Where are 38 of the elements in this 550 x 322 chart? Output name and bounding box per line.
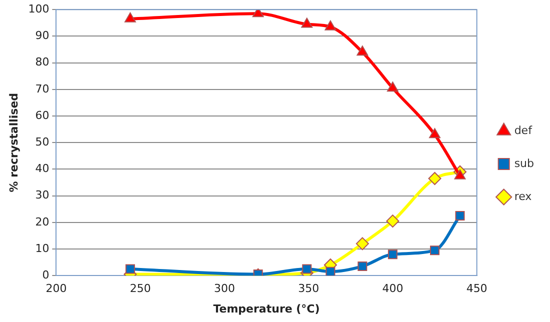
legend-label: sub (514, 156, 534, 170)
y-tick-label: 100 (28, 2, 50, 16)
point (301, 18, 313, 28)
point (386, 82, 398, 92)
point (125, 264, 135, 274)
point (358, 262, 368, 272)
legend-label: rex (514, 190, 532, 203)
y-tick-label: 50 (35, 135, 50, 148)
point (386, 214, 400, 228)
x-tick-label: 200 (46, 282, 67, 296)
point (124, 12, 136, 22)
point (326, 266, 336, 276)
point (324, 20, 336, 30)
point (430, 246, 440, 256)
y-tick-label: 30 (35, 188, 50, 202)
point (454, 169, 466, 180)
y-tick-label: 40 (35, 162, 50, 176)
x-axis-title: Temperature (°C) (213, 302, 320, 316)
y-tick-label: 70 (35, 82, 50, 96)
x-tick-label: 400 (382, 282, 404, 296)
legend-label: def (514, 124, 534, 137)
y-axis-title: % recrystallised (7, 92, 20, 192)
point (455, 211, 465, 220)
point (356, 237, 369, 250)
x-tick-label: 450 (466, 282, 488, 296)
y-tick-label: 0 (42, 268, 50, 282)
point (388, 250, 398, 260)
y-tick-label: 10 (35, 242, 50, 255)
y-tick-label: 20 (35, 215, 50, 228)
x-tick-label: 300 (214, 282, 235, 296)
y-tick-label: 90 (35, 29, 50, 42)
point (356, 46, 368, 56)
x-tick-label: 250 (130, 282, 151, 296)
y-tick-label: 80 (35, 56, 50, 69)
x-tick-label: 350 (298, 282, 320, 296)
point (429, 128, 440, 138)
y-tick-label: 60 (35, 108, 50, 122)
point (428, 172, 442, 186)
